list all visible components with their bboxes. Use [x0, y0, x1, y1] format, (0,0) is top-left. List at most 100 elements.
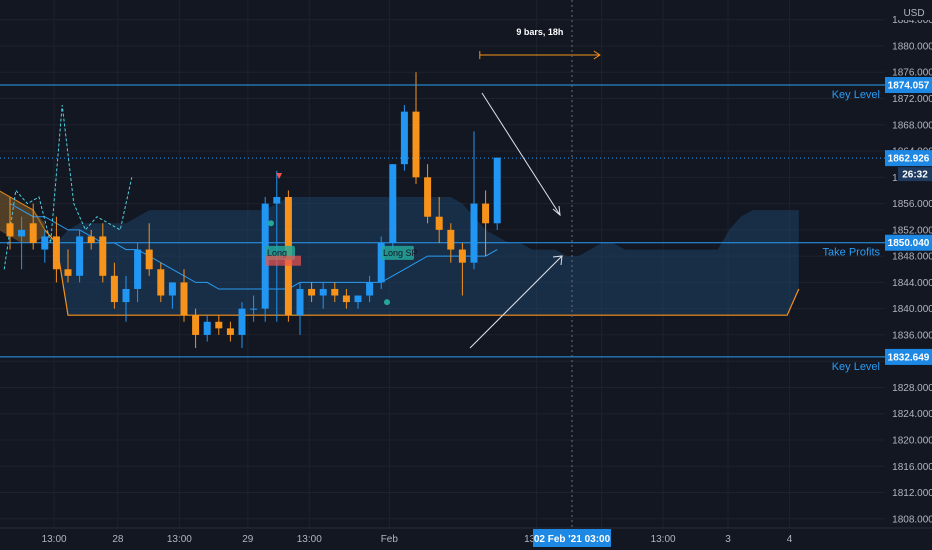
time-tick: 28 — [112, 534, 124, 545]
candle-up — [273, 197, 281, 204]
price-axis[interactable]: 1808.000 1812.000 1816.000 1820.000 1824.000… — [885, 0, 932, 528]
signal-markers: Long Long SP — [265, 173, 418, 306]
signal-dot — [384, 299, 390, 306]
price-tick: 1840.000 — [892, 304, 932, 315]
cloud-lower-edge — [0, 190, 800, 316]
time-axis-bg — [0, 528, 932, 550]
axis-level-badge — [885, 348, 932, 365]
candle-down — [458, 249, 466, 263]
candle-down — [52, 236, 60, 270]
time-axis[interactable]: 2713:002813:002913:00Feb13:00213:003402 … — [0, 527, 932, 550]
arrow-up — [469, 255, 563, 349]
candle-down — [192, 315, 200, 335]
candle-up — [319, 288, 327, 296]
time-tick: 4 — [787, 534, 793, 545]
currency-label[interactable]: USD — [903, 8, 924, 19]
candle-down — [180, 282, 188, 316]
signal-dot — [268, 220, 274, 227]
axis-countdown-label: 26:32 — [902, 170, 928, 181]
candle-down — [157, 269, 165, 296]
price-tick: 1868.000 — [892, 120, 932, 131]
price-tick: 1836.000 — [892, 330, 932, 341]
axis-countdown-badge — [898, 167, 932, 182]
candle-up — [366, 282, 374, 296]
drawing-annotations[interactable]: 9 bars, 18h — [391, 0, 885, 528]
candle-up — [377, 242, 385, 283]
candle-up — [122, 288, 130, 303]
candle-down — [447, 229, 455, 250]
price-tick: 1872.000 — [892, 94, 932, 105]
time-tick: 13:00 — [297, 534, 322, 545]
price-tick: 1820.000 — [892, 436, 932, 447]
time-tick: Feb — [381, 534, 399, 545]
level-label: Take Profits — [823, 247, 881, 259]
candle-up — [389, 164, 397, 243]
signal-label: Long — [267, 248, 287, 258]
currency-box — [897, 4, 932, 20]
candle-down — [482, 203, 490, 224]
hover-time-label: 02 Feb '21 03:00 — [534, 534, 611, 545]
candle-up — [296, 288, 304, 316]
candle-up — [238, 308, 246, 335]
time-tick: 13:00 — [167, 534, 192, 545]
candle-down — [412, 111, 420, 178]
price-tick: 1816.000 — [892, 462, 932, 473]
arrow-down — [481, 92, 561, 216]
candle-up — [134, 249, 142, 289]
candle-down — [424, 177, 432, 217]
candle-down — [87, 236, 95, 243]
axis-current-badge — [885, 150, 932, 167]
arrow-down-head — [552, 205, 561, 217]
price-tick: 1856.000 — [892, 199, 932, 210]
candle-down — [331, 288, 339, 296]
level-label: Key Level — [832, 361, 880, 373]
axis-current-label: 1862.926 — [888, 154, 930, 165]
axis-level-label: 1874.057 — [888, 80, 930, 91]
candle-down — [435, 216, 443, 230]
price-tick: 1808.000 — [892, 514, 932, 525]
candle-down — [6, 223, 14, 237]
time-tick: 29 — [242, 534, 254, 545]
signal-short-box — [265, 255, 301, 266]
candle-up — [76, 236, 84, 276]
candle-down — [64, 269, 72, 276]
time-tick: 13:00 — [651, 534, 676, 545]
signal-down-marker — [276, 173, 283, 179]
candle-down — [29, 223, 37, 243]
candle-down — [110, 275, 118, 303]
signal-label: Long SP — [383, 248, 418, 258]
signal-label-box — [381, 245, 414, 260]
projection-label: 9 bars, 18h — [516, 27, 563, 37]
candle-up — [493, 157, 501, 224]
oscillator-line — [3, 105, 133, 270]
candle-up — [354, 295, 362, 303]
candle-down — [342, 295, 350, 303]
candle-up — [400, 111, 408, 165]
candle-down — [215, 321, 223, 329]
level-label: Key Level — [832, 89, 880, 101]
candle-down — [99, 236, 107, 276]
candle-down — [308, 288, 316, 296]
price-tick: 1848.000 — [892, 252, 932, 263]
price-tick: 1824.000 — [892, 409, 932, 420]
time-tick: 13:00 — [42, 534, 67, 545]
candle-down — [226, 328, 234, 335]
price-tick: 1812.000 — [892, 488, 932, 499]
price-tick: 1876.000 — [892, 68, 932, 79]
price-tick: 1828.000 — [892, 383, 932, 394]
candle-up — [203, 321, 211, 335]
time-tick: 3 — [725, 534, 731, 545]
candle-up — [18, 229, 26, 237]
price-tick: 1852.000 — [892, 225, 932, 236]
axis-level-label: 1850.040 — [888, 238, 930, 249]
axis-level-label: 1832.649 — [888, 352, 930, 363]
time-tick: 27 — [0, 534, 1, 545]
candle-up — [470, 203, 478, 263]
axis-level-badge — [885, 76, 932, 93]
arrow-up-head — [552, 255, 563, 266]
candle-up — [41, 236, 49, 250]
candle-up — [250, 308, 258, 310]
price-tick: 1880.000 — [892, 41, 932, 52]
axis-level-badge — [885, 234, 932, 251]
